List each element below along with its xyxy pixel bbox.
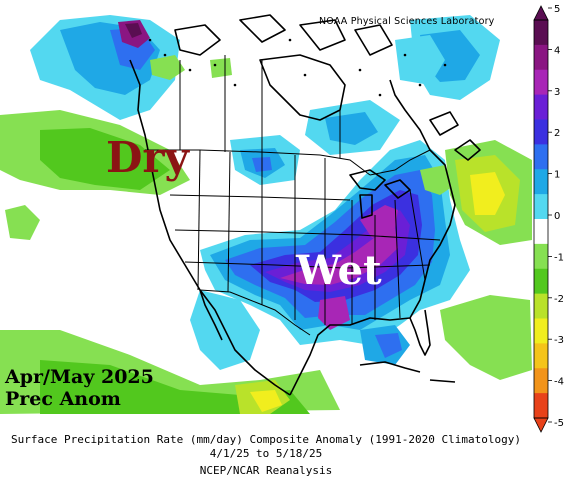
variable-line: Prec Anom (5, 388, 121, 410)
colorbar-bin (534, 144, 548, 170)
colorbar-bin (534, 268, 548, 295)
colorbar-min-arrow (533, 417, 549, 433)
colorbar-tick-label: -3 (554, 335, 564, 346)
colorbar-tick-label: -1 (554, 252, 564, 263)
colorbar: 5 4 3 2 1 0 -1 -2 -3 -4 -5 (533, 4, 564, 433)
anomaly-field (0, 15, 532, 414)
colorbar-bin (534, 318, 548, 344)
colorbar-tick-label: 0 (554, 211, 560, 222)
dry-annotation: Dry (106, 133, 189, 182)
colorbar-max-arrow (533, 5, 549, 21)
colorbar-tick-label: 1 (554, 170, 560, 181)
caption-source: NCEP/NCAR Reanalysis (199, 464, 333, 477)
caption-title: Surface Precipitation Rate (mm/day) Comp… (11, 433, 521, 446)
colorbar-bin (534, 94, 548, 120)
colorbar-tick-label: -5 (554, 418, 564, 429)
colorbar-bin (534, 243, 548, 270)
period-label: Apr/May 2025 Prec Anom (5, 366, 154, 410)
colorbar-ticks: 5 4 3 2 1 0 -1 -2 -3 -4 -5 (548, 4, 564, 429)
colorbar-bin (534, 343, 548, 369)
colorbar-tick-label: 3 (554, 87, 560, 98)
colorbar-tick-label: -2 (554, 294, 564, 305)
colorbar-bin (534, 119, 548, 145)
colorbar-bin (534, 293, 548, 319)
colorbar-bin (534, 20, 548, 46)
map-panel (0, 14, 532, 414)
colorbar-bin (534, 44, 548, 71)
colorbar-bin (534, 194, 548, 220)
colorbar-tick-label: -4 (554, 377, 564, 388)
arctic-fragments (148, 38, 447, 97)
colorbar-bin (534, 393, 548, 419)
colorbar-bin (534, 368, 548, 394)
colorbar-bin (534, 169, 548, 195)
colorbar-tick-label: 2 (554, 128, 560, 139)
caption-dates: 4/1/25 to 5/18/25 (209, 447, 323, 460)
wet-annotation: Wet (296, 247, 382, 294)
period-line: Apr/May 2025 (5, 366, 154, 388)
colorbar-bins (533, 5, 549, 433)
colorbar-tick-label: 5 (554, 4, 560, 15)
colorbar-tick-label: 4 (554, 45, 560, 56)
colorbar-bin (534, 219, 548, 245)
credit-label: NOAA Physical Sciences Laboratory (319, 16, 495, 27)
political-borders (145, 55, 441, 336)
colorbar-outline (533, 19, 549, 419)
colorbar-bin (534, 69, 548, 96)
coastlines (129, 14, 481, 396)
